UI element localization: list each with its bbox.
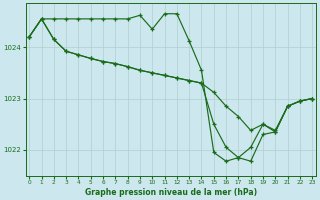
X-axis label: Graphe pression niveau de la mer (hPa): Graphe pression niveau de la mer (hPa) — [85, 188, 257, 197]
